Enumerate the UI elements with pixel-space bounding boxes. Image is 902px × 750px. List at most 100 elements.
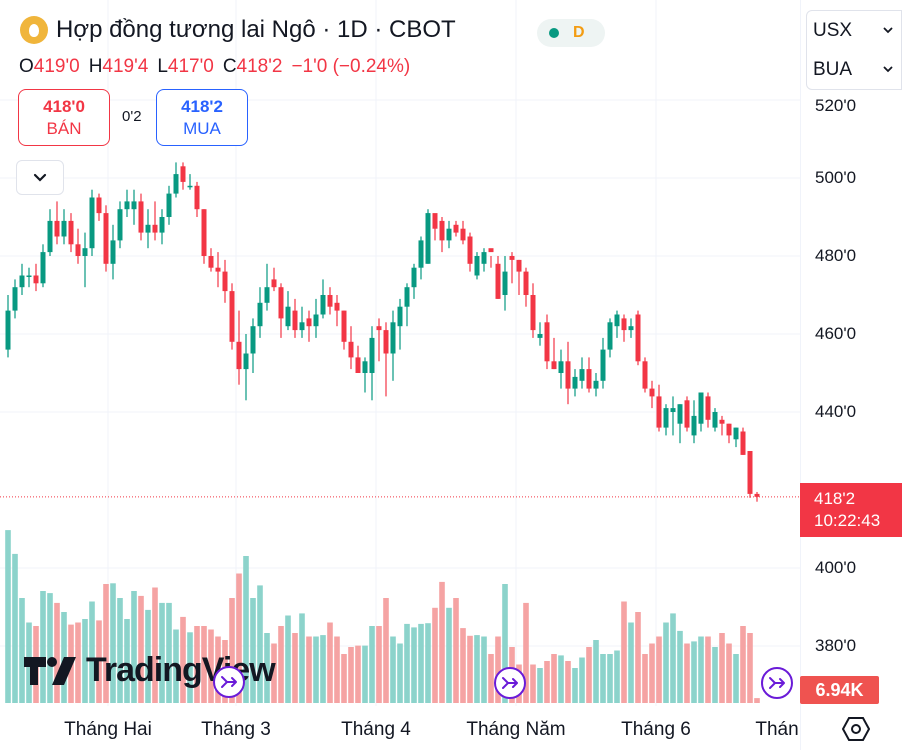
candle-up: [593, 380, 599, 389]
tradingview-watermark: TradingView: [24, 651, 276, 690]
time-tick: Tháng 3: [201, 719, 271, 740]
candle-up: [89, 197, 95, 249]
close-label: C: [222, 56, 237, 77]
low-label: L: [157, 56, 168, 77]
time-tick: Tháng 4: [341, 719, 411, 740]
unit-select[interactable]: BUA: [807, 50, 901, 89]
corn-logo-icon: [20, 16, 48, 44]
volume-bar: [355, 645, 361, 703]
candle-up: [117, 209, 123, 241]
volume-bar: [614, 650, 620, 703]
candle-down: [306, 318, 312, 327]
volume-bar: [663, 622, 669, 703]
volume-bar: [607, 654, 613, 703]
volume-bar: [180, 616, 186, 703]
volume-bar: [124, 619, 130, 703]
volume-bar: [229, 598, 235, 703]
spread-value: 0'2: [122, 108, 142, 125]
volume-bar: [341, 654, 347, 703]
candle-up: [250, 326, 256, 354]
candle-down: [586, 369, 592, 389]
volume-bar: [285, 615, 291, 703]
collapse-legend-button[interactable]: [16, 160, 64, 195]
volume-bar: [278, 626, 284, 703]
candle-down: [432, 213, 438, 229]
volume-bar: [467, 635, 473, 703]
candle-down: [516, 259, 522, 272]
price-chart[interactable]: [0, 0, 800, 750]
candle-down: [719, 419, 725, 424]
tradingview-logo-icon: [24, 656, 76, 685]
market-open-dot-icon: [549, 28, 559, 38]
buy-price: 418'2: [181, 97, 223, 116]
volume-bar: [579, 657, 585, 703]
volume-bar: [250, 598, 256, 703]
event-marker-button[interactable]: [761, 667, 793, 699]
delayed-data-indicator: D: [573, 24, 585, 41]
market-status-badge[interactable]: D: [537, 19, 605, 47]
candle-down: [327, 295, 333, 307]
volume-bar: [313, 636, 319, 703]
candle-down: [495, 263, 501, 299]
candle-down: [229, 291, 235, 342]
sell-button[interactable]: 418'0 BÁN: [18, 89, 110, 146]
volume-bar: [670, 613, 676, 703]
buy-button[interactable]: 418'2 MUA: [156, 89, 248, 146]
candle-up: [537, 334, 543, 338]
volume-bar: [348, 647, 354, 703]
volume-bar: [54, 602, 60, 703]
candle-down: [649, 388, 655, 397]
close-value: 418'2: [236, 56, 283, 77]
volume-bar: [474, 635, 480, 703]
volume-bar: [404, 623, 410, 703]
time-tick: Tháng 6: [621, 719, 691, 740]
volume-bar: [446, 607, 452, 703]
chart-settings-button[interactable]: [841, 716, 871, 747]
candle-up: [40, 252, 46, 284]
candle-down: [488, 248, 494, 253]
volume-bar: [642, 654, 648, 703]
volume-bar: [292, 633, 298, 703]
candle-up: [369, 337, 375, 373]
candle-up: [390, 322, 396, 354]
volume-bar: [12, 553, 18, 703]
symbol-title[interactable]: Hợp đồng tương lai Ngô · 1D · CBOT: [20, 16, 456, 44]
currency-select[interactable]: USX: [807, 11, 901, 50]
candle-down: [103, 213, 109, 264]
volume-bar: [362, 645, 368, 703]
price-axis[interactable]: [800, 0, 902, 750]
volume-bar: [383, 598, 389, 703]
candle-up: [47, 220, 53, 253]
volume-bar: [103, 584, 109, 703]
volume-bar: [110, 583, 116, 703]
price-tick: 440'0: [815, 402, 857, 421]
event-arrow-icon: [221, 676, 237, 688]
bar-countdown: 10:22:43: [814, 511, 881, 530]
volume-bar: [558, 655, 564, 703]
candle-down: [740, 431, 746, 455]
candle-up: [397, 306, 403, 327]
candle-up: [600, 349, 606, 381]
volume-bar: [600, 654, 606, 703]
candle-up: [173, 174, 179, 194]
event-marker-button[interactable]: [213, 666, 245, 698]
candle-up: [502, 271, 508, 295]
price-tick: 380'0: [815, 636, 857, 655]
volume-bar: [628, 622, 634, 703]
candle-up: [663, 408, 669, 428]
volume-bar: [271, 643, 277, 703]
symbol-name: Hợp đồng tương lai Ngô · 1D · CBOT: [56, 16, 456, 43]
chevron-down-icon: [883, 27, 893, 34]
volume-bar: [327, 622, 333, 703]
event-marker-button[interactable]: [494, 667, 526, 699]
volume-bar: [635, 612, 641, 703]
volume-bar: [537, 668, 543, 703]
candle-up: [558, 361, 564, 373]
volume-bar: [236, 573, 242, 703]
candle-down: [635, 314, 641, 362]
candle-down: [642, 361, 648, 389]
volume-bar: [299, 613, 305, 703]
volume-bar: [334, 636, 340, 703]
candle-down: [278, 287, 284, 319]
settings-hexagon-icon: [841, 717, 871, 741]
